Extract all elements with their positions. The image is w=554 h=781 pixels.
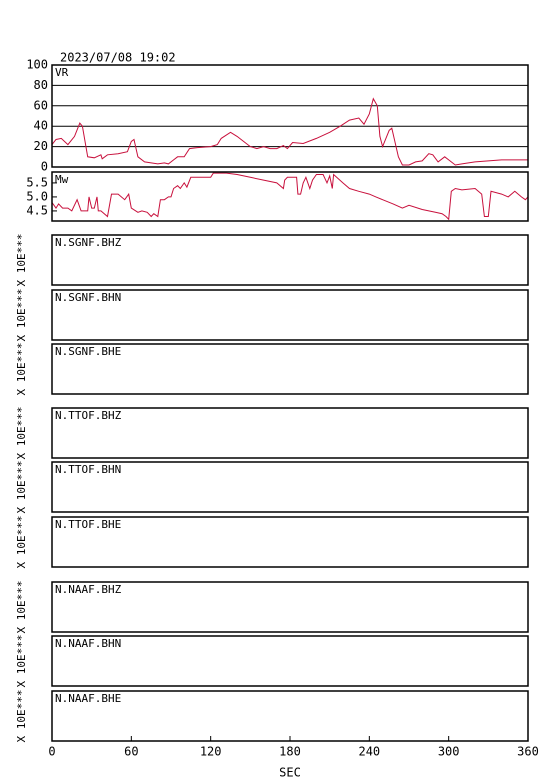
data-line (51, 97, 528, 166)
panel-label: N.SGNF.BHZ (55, 236, 122, 249)
y-tick-label: 4.5 (26, 203, 48, 217)
scale-label: X 10E*** (15, 516, 28, 569)
panel-frame (51, 635, 529, 687)
panel-frame (51, 516, 529, 568)
scale-label: X 10E*** (15, 461, 28, 514)
panel-frame (51, 461, 529, 513)
scale-label: X 10E*** (15, 581, 28, 634)
x-tick-label: 0 (48, 745, 55, 759)
y-tick-label: 5.5 (26, 175, 48, 189)
panel-label: N.SGNF.BHN (55, 291, 121, 304)
panel-label: N.NAAF.BHE (55, 692, 121, 705)
panel-label: VR (55, 66, 69, 79)
scale-label: X 10E*** (15, 343, 28, 396)
panel-frame (51, 234, 529, 286)
y-tick-label: 80 (34, 78, 48, 92)
panel-frame (51, 343, 529, 395)
panel-label: Mw (55, 173, 69, 186)
x-axis-label: SEC (279, 766, 301, 780)
panel-label: N.SGNF.BHE (55, 345, 121, 358)
panel-frame (51, 581, 529, 633)
y-tick-label: 100 (26, 58, 48, 72)
scale-label: X 10E*** (15, 289, 28, 342)
y-tick-label: 20 (34, 139, 48, 153)
panel-label: N.TTOF.BHN (55, 463, 121, 476)
panel-label: N.NAAF.BHN (55, 637, 121, 650)
panel-frame (51, 289, 529, 341)
panel-frame (51, 64, 529, 168)
scale-label: X 10E*** (15, 234, 28, 287)
panel-label: N.TTOF.BHZ (55, 409, 122, 422)
data-line (51, 172, 529, 221)
panel-frame (51, 171, 529, 222)
y-tick-label: 5.0 (26, 189, 48, 203)
x-tick-label: 240 (358, 745, 380, 759)
x-tick-label: 180 (279, 745, 301, 759)
y-tick-label: 60 (34, 98, 48, 112)
scale-label: X 10E*** (15, 690, 28, 743)
chart-title: 2023/07/08 19:02 (60, 51, 176, 65)
x-tick-label: 300 (438, 745, 460, 759)
x-tick-label: 120 (200, 745, 222, 759)
panel-frame (51, 407, 529, 459)
scale-label: X 10E*** (15, 635, 28, 688)
scale-label: X 10E*** (15, 407, 28, 460)
panel-frame (51, 690, 529, 742)
y-tick-label: 0 (41, 160, 48, 174)
y-tick-label: 40 (34, 119, 48, 133)
x-tick-label: 60 (124, 745, 138, 759)
x-tick-label: 360 (517, 745, 539, 759)
panel-label: N.NAAF.BHZ (55, 583, 122, 596)
panel-label: N.TTOF.BHE (55, 518, 121, 531)
